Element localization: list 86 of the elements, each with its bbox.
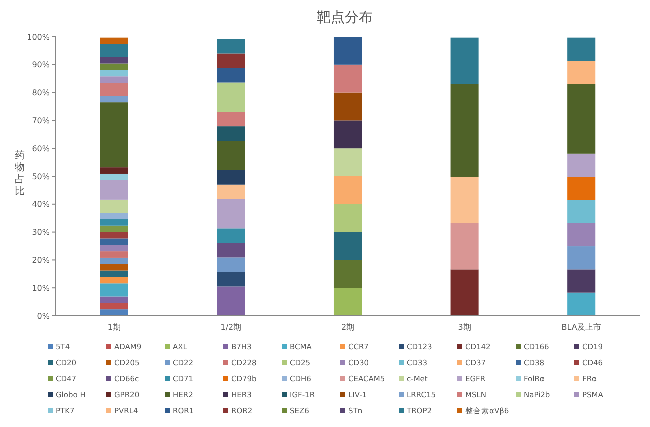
y-tick-label: 0% xyxy=(37,312,50,321)
bar xyxy=(217,286,246,316)
bar xyxy=(568,200,596,224)
bar xyxy=(334,120,362,149)
bar xyxy=(100,102,128,168)
bar xyxy=(217,184,246,200)
y-tick-label: 90% xyxy=(32,60,50,70)
bar xyxy=(100,310,128,316)
bar xyxy=(568,292,596,316)
bar xyxy=(568,84,596,154)
y-axis-title: 药物占比 xyxy=(15,150,25,198)
bar xyxy=(568,38,596,61)
bar xyxy=(100,168,128,174)
bar xyxy=(568,270,596,293)
bar xyxy=(217,68,246,83)
bar xyxy=(217,170,246,185)
bar xyxy=(334,232,362,260)
chart-title: 靶点分布 xyxy=(317,10,373,26)
bar xyxy=(568,154,596,178)
bar xyxy=(334,204,362,232)
bar xyxy=(217,199,246,229)
bar xyxy=(100,174,128,180)
y-tick-label: 50% xyxy=(32,172,50,182)
bar xyxy=(334,260,362,288)
y-tick-label: 100% xyxy=(27,32,50,42)
bar xyxy=(217,82,246,112)
bar xyxy=(100,226,128,232)
bar xyxy=(217,126,246,142)
bar xyxy=(217,141,246,170)
bar xyxy=(334,37,362,65)
y-tick-label: 20% xyxy=(32,256,50,265)
bar xyxy=(100,264,128,271)
bar xyxy=(217,228,246,244)
bar xyxy=(100,284,128,297)
bar xyxy=(100,277,128,284)
bar xyxy=(100,252,128,258)
bar xyxy=(100,270,128,278)
x-tick-label: 1期 xyxy=(108,323,121,332)
bar xyxy=(450,177,479,224)
bar xyxy=(100,219,128,226)
y-tick-label: 10% xyxy=(32,284,50,293)
bar xyxy=(100,76,128,84)
bar xyxy=(217,54,246,68)
bar xyxy=(450,38,479,84)
bar xyxy=(334,92,362,121)
bar xyxy=(334,64,362,93)
y-tick-label: 30% xyxy=(32,228,50,238)
bar xyxy=(334,148,362,176)
bar xyxy=(217,112,246,127)
bar xyxy=(100,245,128,252)
bar xyxy=(100,303,128,310)
bar xyxy=(568,60,596,84)
y-tick-label: 60% xyxy=(32,144,50,154)
bar xyxy=(568,177,596,200)
bar xyxy=(100,44,128,58)
bar xyxy=(100,180,128,200)
bar xyxy=(100,70,128,77)
bar xyxy=(100,232,128,239)
y-tick-label: 40% xyxy=(32,200,50,210)
bar xyxy=(100,83,128,96)
bar xyxy=(100,238,128,246)
bar xyxy=(100,296,128,304)
bar xyxy=(450,223,479,270)
bar xyxy=(334,288,362,316)
bar xyxy=(450,270,479,316)
bar xyxy=(217,258,246,272)
bar xyxy=(100,57,128,64)
y-tick-label: 80% xyxy=(32,88,50,98)
x-tick-label: BLA及上市 xyxy=(562,323,602,332)
bar xyxy=(217,39,246,54)
bar xyxy=(100,64,128,70)
bar xyxy=(217,243,246,258)
x-tick-label: 3期 xyxy=(458,323,472,332)
bar xyxy=(568,223,596,247)
y-tick-label: 70% xyxy=(32,116,50,126)
bar xyxy=(100,200,128,214)
x-tick-label: 1/2期 xyxy=(220,323,242,332)
bar xyxy=(100,96,128,103)
bar xyxy=(100,38,128,44)
bar xyxy=(334,176,362,204)
bar xyxy=(100,213,128,220)
bar xyxy=(217,272,246,287)
bar xyxy=(450,84,479,178)
bar xyxy=(100,258,128,264)
x-tick-label: 2期 xyxy=(341,323,355,332)
bar xyxy=(568,246,596,270)
